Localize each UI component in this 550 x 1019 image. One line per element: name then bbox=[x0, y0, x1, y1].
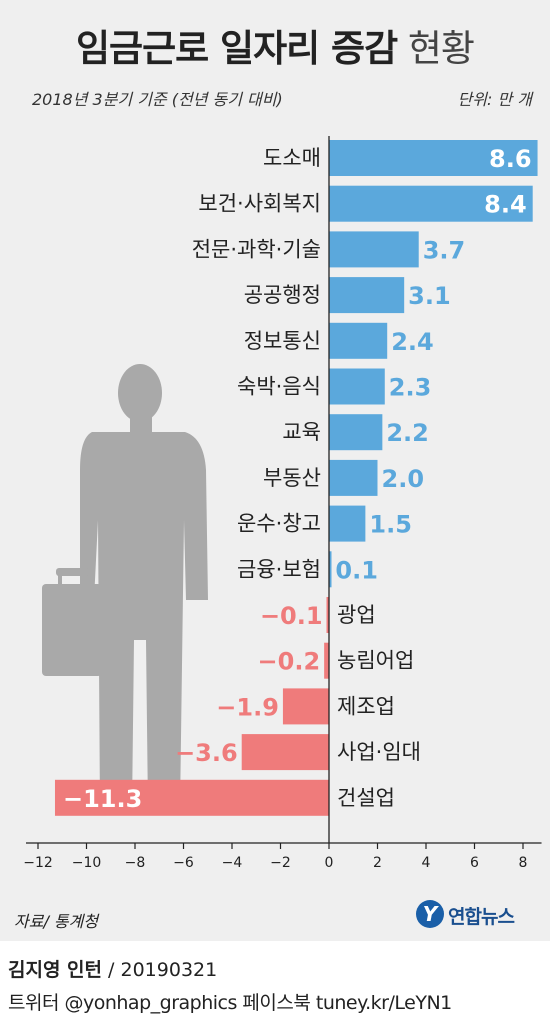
value-label-10: 0.1 bbox=[335, 556, 378, 584]
chart-title: 임금근로 일자리 증감 현황 bbox=[0, 18, 550, 72]
category-label-5: 정보통신 bbox=[244, 329, 321, 353]
bar-10 bbox=[329, 551, 332, 588]
logo-mark-icon: Y bbox=[416, 900, 444, 928]
value-label-6: 2.3 bbox=[389, 374, 432, 402]
x-tick-label-5: −4 bbox=[222, 855, 243, 871]
category-label-3: 전문·과학·기술 bbox=[192, 237, 321, 261]
category-label-10: 금융·보험 bbox=[237, 557, 321, 581]
credit-date: / 20190321 bbox=[102, 959, 218, 981]
category-label-12: 농림어업 bbox=[337, 649, 414, 673]
category-label-2: 보건·사회복지 bbox=[198, 192, 321, 216]
source-note: 자료/ 통계청 bbox=[14, 912, 99, 931]
bar-2 bbox=[329, 185, 533, 222]
bar-8 bbox=[329, 459, 378, 496]
chart-subtitle: 2018년 3분기 기준 (전년 동기 대비) bbox=[32, 90, 283, 109]
social-links: 트위터 @yonhap_graphics 페이스북 tuney.kr/LeYN1 bbox=[8, 992, 452, 1014]
x-tick-label-7: 0 bbox=[325, 855, 334, 871]
bar-14 bbox=[241, 734, 329, 771]
bar-3 bbox=[329, 231, 419, 268]
value-label-12: −0.2 bbox=[258, 648, 321, 676]
logo-text: 연합뉴스 bbox=[448, 906, 515, 928]
bar-5 bbox=[329, 322, 388, 359]
x-tick-label-10: 6 bbox=[470, 855, 479, 871]
category-label-11: 광업 bbox=[337, 603, 376, 627]
credit-name: 김지영 인턴 bbox=[8, 959, 103, 981]
category-label-9: 운수·창고 bbox=[237, 512, 321, 536]
value-label-1: 8.6 bbox=[489, 145, 532, 173]
bar-chart: 도소매 8.6 보건·사회복지 8.4 전문·과학·기술 3.7 공공행정 3.1 정보통신 2.… bbox=[23, 136, 542, 871]
category-label-6: 숙박·음식 bbox=[237, 375, 321, 399]
value-label-5: 2.4 bbox=[391, 328, 434, 356]
x-tick-label-4: −6 bbox=[173, 855, 194, 871]
value-label-14: −3.6 bbox=[175, 739, 238, 767]
value-label-11: −0.1 bbox=[260, 602, 323, 630]
category-label-1: 도소매 bbox=[263, 146, 321, 170]
value-label-4: 3.1 bbox=[408, 282, 451, 310]
bar-12 bbox=[324, 642, 329, 679]
x-tick-label-6: −2 bbox=[270, 855, 291, 871]
bar-1 bbox=[329, 140, 538, 176]
worker-silhouette-icon bbox=[42, 364, 208, 810]
category-label-8: 부동산 bbox=[263, 466, 321, 490]
bar-11 bbox=[326, 597, 329, 633]
category-label-4: 공공행정 bbox=[244, 283, 321, 307]
x-tick-label-2: −10 bbox=[72, 855, 102, 871]
value-label-7: 2.2 bbox=[386, 419, 429, 447]
category-label-13: 제조업 bbox=[337, 694, 395, 718]
unit-label: 단위: 만 개 bbox=[457, 90, 532, 109]
category-label-7: 교육 bbox=[282, 420, 321, 444]
x-tick-label-11: 8 bbox=[519, 855, 528, 871]
x-tick-label-3: −8 bbox=[125, 855, 146, 871]
title-sub: 현황 bbox=[407, 27, 475, 70]
title-main: 임금근로 일자리 증감 bbox=[76, 27, 398, 70]
bar-6 bbox=[329, 368, 385, 405]
value-label-15: −11.3 bbox=[63, 785, 142, 813]
bar-4 bbox=[329, 277, 405, 314]
bar-15 bbox=[54, 779, 329, 816]
x-tick-label-8: 2 bbox=[373, 855, 382, 871]
category-label-14: 사업·임대 bbox=[337, 740, 421, 764]
x-tick-label-9: 4 bbox=[422, 855, 431, 871]
value-label-3: 3.7 bbox=[423, 236, 466, 264]
value-label-9: 1.5 bbox=[369, 511, 412, 539]
bar-7 bbox=[329, 414, 383, 451]
bar-9 bbox=[329, 505, 366, 542]
bar-13 bbox=[282, 688, 329, 725]
x-tick-label-1: −12 bbox=[23, 855, 53, 871]
credit-line: 김지영 인턴 / 20190321 bbox=[8, 955, 217, 982]
value-label-13: −1.9 bbox=[216, 693, 279, 721]
value-label-2: 8.4 bbox=[484, 191, 527, 219]
category-label-15: 건설업 bbox=[337, 786, 395, 810]
value-label-8: 2.0 bbox=[382, 465, 425, 493]
